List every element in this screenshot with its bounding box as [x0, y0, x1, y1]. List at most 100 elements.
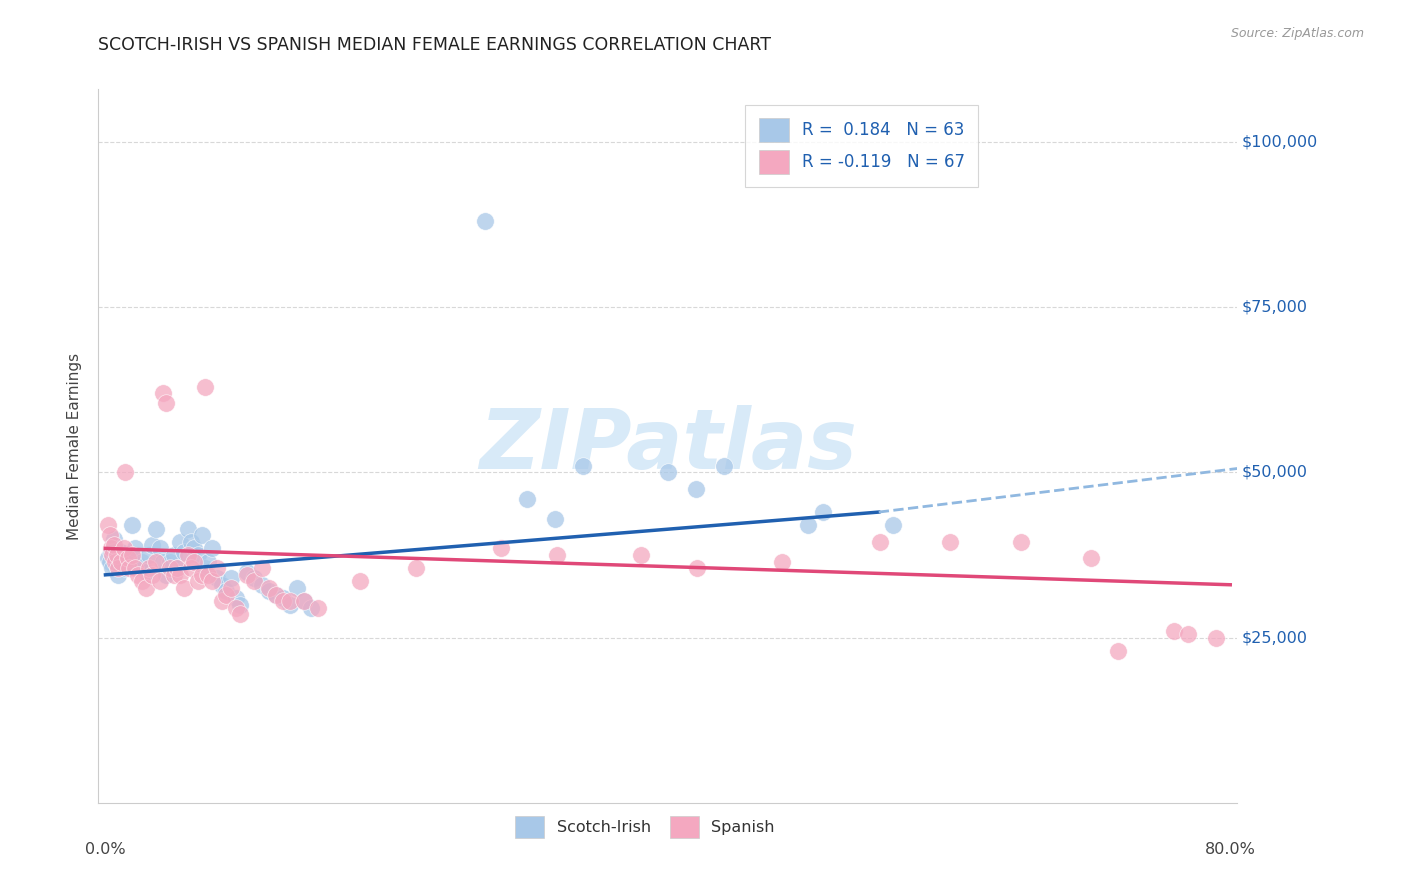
Point: [219, 571, 242, 585]
Point: [257, 584, 280, 599]
Point: [194, 561, 217, 575]
Point: [183, 555, 205, 569]
Point: [97, 551, 120, 566]
Point: [278, 598, 301, 612]
Point: [107, 561, 129, 575]
Point: [657, 466, 679, 480]
Point: [166, 561, 188, 575]
Point: [405, 561, 427, 575]
Point: [112, 541, 135, 556]
Point: [250, 561, 273, 575]
Point: [98, 555, 121, 569]
Point: [152, 386, 174, 401]
Point: [264, 588, 287, 602]
Point: [173, 581, 195, 595]
Point: [149, 541, 172, 556]
Point: [141, 567, 163, 582]
Point: [98, 528, 121, 542]
Point: [169, 567, 191, 582]
Point: [180, 534, 202, 549]
Point: [118, 551, 141, 566]
Text: 80.0%: 80.0%: [1205, 842, 1256, 857]
Text: ZIPatlas: ZIPatlas: [479, 406, 856, 486]
Point: [243, 574, 266, 589]
Point: [197, 567, 219, 582]
Point: [250, 578, 273, 592]
Point: [155, 567, 177, 582]
Point: [869, 534, 891, 549]
Point: [292, 594, 315, 608]
Point: [349, 574, 371, 589]
Point: [489, 541, 512, 556]
Point: [166, 561, 188, 575]
Text: $100,000: $100,000: [1241, 135, 1317, 150]
Point: [516, 491, 538, 506]
Point: [145, 555, 167, 569]
Point: [225, 591, 247, 605]
Point: [225, 600, 247, 615]
Point: [713, 458, 735, 473]
Point: [101, 548, 124, 562]
Point: [163, 548, 186, 562]
Point: [243, 571, 266, 585]
Point: [264, 588, 287, 602]
Point: [292, 594, 315, 608]
Point: [127, 558, 149, 572]
Point: [169, 534, 191, 549]
Point: [124, 561, 146, 575]
Point: [307, 600, 329, 615]
Point: [201, 574, 224, 589]
Point: [103, 538, 125, 552]
Point: [1080, 551, 1102, 566]
Text: Source: ZipAtlas.com: Source: ZipAtlas.com: [1230, 27, 1364, 40]
Point: [101, 561, 124, 575]
Point: [1177, 627, 1199, 641]
Point: [939, 534, 962, 549]
Point: [180, 561, 202, 575]
Point: [124, 541, 146, 556]
Point: [163, 567, 186, 582]
Point: [117, 548, 139, 562]
Point: [205, 571, 228, 585]
Point: [194, 379, 217, 393]
Point: [278, 594, 301, 608]
Point: [177, 548, 200, 562]
Point: [110, 555, 132, 569]
Point: [103, 532, 125, 546]
Point: [117, 551, 139, 566]
Point: [546, 548, 568, 562]
Point: [811, 505, 834, 519]
Text: $25,000: $25,000: [1241, 630, 1308, 645]
Point: [271, 594, 294, 608]
Point: [104, 551, 127, 566]
Point: [630, 548, 652, 562]
Point: [572, 458, 595, 473]
Point: [107, 567, 129, 582]
Point: [183, 541, 205, 556]
Point: [770, 555, 793, 569]
Point: [187, 548, 209, 562]
Point: [685, 482, 707, 496]
Point: [121, 548, 143, 562]
Point: [544, 511, 567, 525]
Point: [271, 591, 294, 605]
Point: [686, 561, 709, 575]
Point: [236, 567, 259, 582]
Point: [197, 555, 219, 569]
Point: [177, 522, 200, 536]
Point: [110, 545, 132, 559]
Point: [229, 598, 252, 612]
Point: [105, 558, 128, 572]
Point: [187, 574, 209, 589]
Point: [191, 567, 214, 582]
Point: [173, 545, 195, 559]
Point: [1010, 534, 1032, 549]
Text: $50,000: $50,000: [1241, 465, 1308, 480]
Legend: Scotch-Irish, Spanish: Scotch-Irish, Spanish: [509, 809, 782, 845]
Point: [121, 518, 143, 533]
Point: [114, 561, 136, 575]
Point: [155, 396, 177, 410]
Text: 0.0%: 0.0%: [86, 842, 125, 857]
Point: [236, 565, 259, 579]
Point: [211, 578, 233, 592]
